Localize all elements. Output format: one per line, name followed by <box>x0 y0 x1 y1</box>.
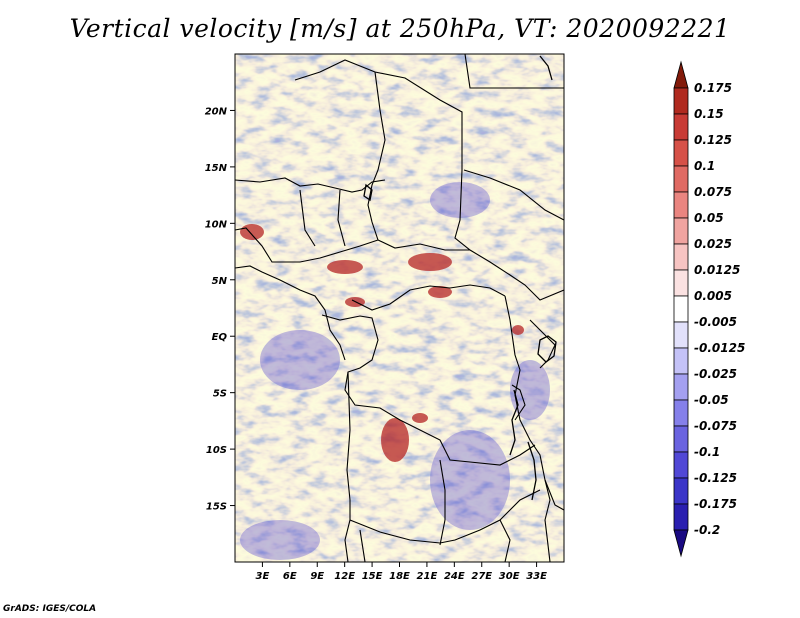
colorbar-level-label: -0.125 <box>694 471 737 485</box>
lat-tick-label: 15S <box>206 502 227 513</box>
colorbar-swatch <box>673 295 689 323</box>
colorbar-level-label: -0.1 <box>694 445 720 459</box>
colorbar-swatch <box>673 87 689 115</box>
colorbar-level-label: 0.005 <box>694 289 732 303</box>
lon-tick-label: 33E <box>526 571 547 582</box>
colorbar-level-label: 0.175 <box>694 81 732 95</box>
colorbar-level-label: -0.025 <box>694 367 737 381</box>
lon-tick-label: 18E <box>389 571 410 582</box>
lon-tick-label: 9E <box>310 571 324 582</box>
lat-tick-label: 15N <box>205 163 228 174</box>
downdraft-regions <box>240 182 550 560</box>
lat-tick-label: 10N <box>205 219 228 230</box>
lat-tick-label: 5S <box>213 389 227 400</box>
colorbar-swatch <box>673 165 689 193</box>
footer-credit: GrADS: IGES/COLA <box>3 604 97 614</box>
colorbar-swatch <box>673 347 689 375</box>
colorbar-swatch <box>673 60 689 89</box>
colorbar-level-label: 0.025 <box>694 237 732 251</box>
colorbar-swatches <box>673 60 689 558</box>
lat-tick-label: 5N <box>212 276 228 287</box>
lat-tick-label: 10S <box>206 445 227 456</box>
colorbar-level-label: 0.15 <box>694 107 724 121</box>
lat-axis: 20N 15N 10N 5N EQ 5S 10S 15S <box>205 106 235 513</box>
colorbar-swatch <box>673 373 689 401</box>
country-borders <box>235 54 564 562</box>
colorbar-swatch <box>673 243 689 271</box>
colorbar-level-label: -0.175 <box>694 497 737 511</box>
colorbar-swatch <box>673 113 689 141</box>
colorbar-swatch <box>673 321 689 349</box>
colorbar-swatch <box>673 191 689 219</box>
colorbar-level-label: 0.075 <box>694 185 732 199</box>
colorbar-level-label: -0.2 <box>694 523 720 537</box>
colorbar-swatch <box>673 269 689 297</box>
lon-tick-label: 6E <box>283 571 297 582</box>
colorbar-swatch <box>673 139 689 167</box>
colorbar-level-label: -0.0125 <box>694 341 745 355</box>
lon-tick-label: 3E <box>256 571 270 582</box>
colorbar-level-label: -0.05 <box>694 393 729 407</box>
lon-tick-label: 15E <box>362 571 383 582</box>
colorbar-level-label: -0.075 <box>694 419 737 433</box>
lon-tick-label: 27E <box>471 571 492 582</box>
colorbar-level-label: 0.1 <box>694 159 715 173</box>
lat-tick-label: 20N <box>205 106 228 117</box>
lon-tick-label: 24E <box>444 571 465 582</box>
lon-tick-label: 21E <box>417 571 438 582</box>
colorbar-labels: 0.175 0.15 0.125 0.1 0.075 0.05 0.025 0.0125 0.0… <box>694 81 745 537</box>
lakes <box>363 55 557 501</box>
colorbar-swatch <box>673 217 689 245</box>
colorbar-level-label: 0.125 <box>694 133 732 147</box>
colorbar-level-label: 0.0125 <box>694 263 740 277</box>
colorbar-swatch <box>673 503 689 531</box>
lon-tick-label: 30E <box>499 571 520 582</box>
updraft-cells <box>240 224 524 462</box>
lon-tick-label: 12E <box>334 571 355 582</box>
lat-tick-label: EQ <box>212 332 228 343</box>
chart-title: Vertical velocity [m/s] at 250hPa, VT: 2… <box>69 14 731 43</box>
colorbar-swatch <box>673 529 689 558</box>
colorbar-level-label: -0.005 <box>694 315 737 329</box>
lon-axis: 3E 6E 9E 12E 15E 18E 21E 24E 27E 30E 33E <box>256 562 547 582</box>
colorbar-swatch <box>673 399 689 427</box>
colorbar-level-label: 0.05 <box>694 211 724 225</box>
vertical-velocity-field <box>235 54 564 562</box>
colorbar-swatch <box>673 425 689 453</box>
colorbar-swatch <box>673 477 689 505</box>
colorbar-swatch <box>673 451 689 479</box>
